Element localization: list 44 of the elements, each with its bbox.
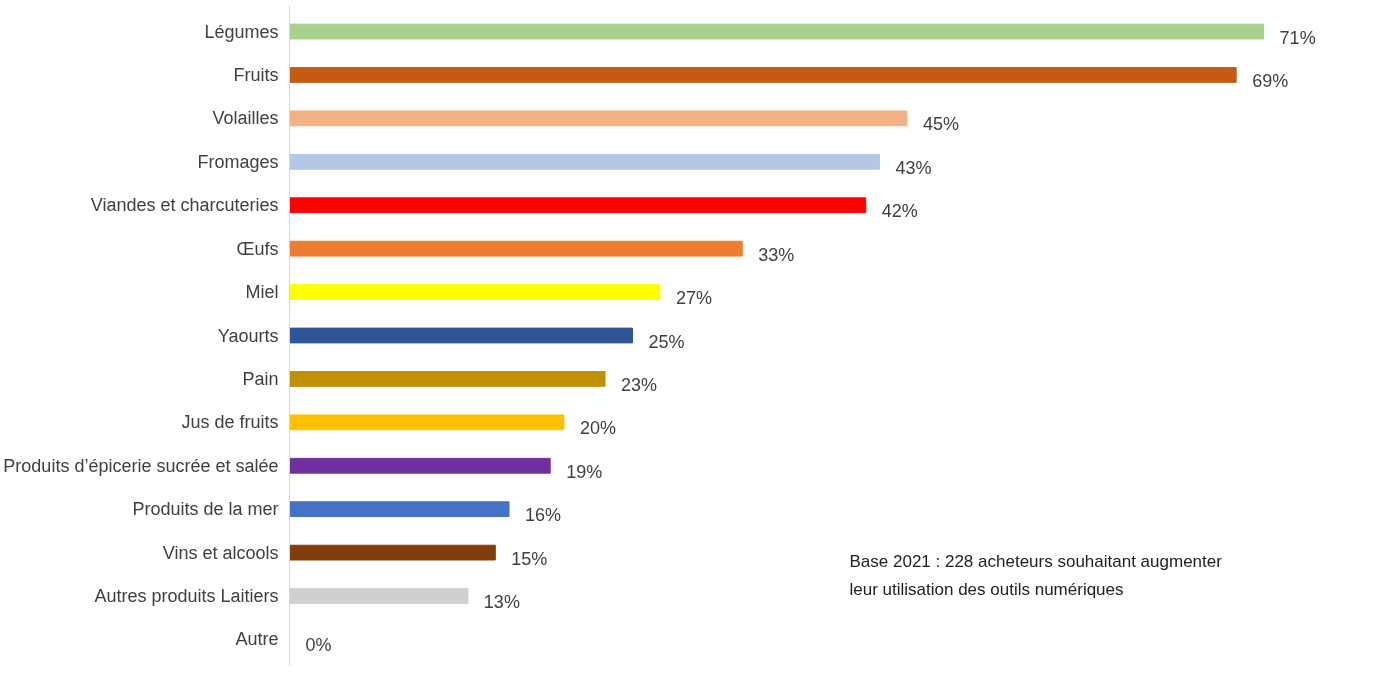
data-label: 33%	[758, 244, 795, 265]
annotation: Base 2021 : 228 acheteurs souhaitant augmenter leur utilisation des outils numériques	[849, 551, 1223, 599]
y-tick-label: Œufs	[236, 238, 279, 259]
bar	[289, 110, 908, 127]
data-label: 16%	[525, 505, 562, 526]
bar	[289, 327, 633, 344]
data-label: 19%	[566, 461, 603, 482]
data-label: 43%	[895, 157, 932, 178]
data-label: 0%	[305, 635, 332, 656]
bar	[289, 501, 510, 518]
y-tick-label: Viandes et charcuteries	[90, 195, 279, 216]
y-tick-label: Fromages	[197, 151, 279, 172]
data-label: 13%	[483, 592, 520, 613]
bar	[289, 153, 880, 170]
y-tick-label: Yaourts	[217, 325, 279, 346]
y-tick-label: Pain	[242, 368, 279, 389]
bar	[289, 23, 1265, 40]
bar	[289, 197, 867, 214]
bar	[289, 67, 1237, 83]
bar	[289, 240, 743, 257]
y-tick-label: Légumes	[204, 21, 279, 42]
data-label: 20%	[579, 418, 616, 439]
y-tick-label: Vins et alcools	[162, 542, 279, 563]
data-label: 45%	[922, 114, 959, 135]
y-tick-label: Miel	[245, 282, 279, 303]
data-label: 27%	[675, 288, 712, 309]
data-label: 42%	[881, 201, 918, 222]
bar	[289, 371, 606, 387]
bar	[289, 544, 496, 561]
bar	[289, 457, 551, 474]
data-label: 71%	[1279, 27, 1316, 48]
y-tick-label: Jus de fruits	[181, 412, 279, 433]
y-tick-label: Volailles	[212, 108, 279, 129]
bar	[289, 414, 565, 431]
data-label: 69%	[1252, 70, 1289, 91]
y-tick-label: Fruits	[233, 64, 279, 85]
data-label: 23%	[621, 374, 658, 395]
y-tick-label: Autre	[235, 629, 279, 650]
y-tick-label: Produits de la mer	[132, 499, 279, 520]
y-tick-label: Autres produits Laitiers	[94, 586, 279, 607]
y-tick-label: Produits d’épicerie sucrée et salée	[3, 455, 279, 476]
data-label: 25%	[648, 331, 685, 352]
data-label: 15%	[511, 548, 548, 569]
bar	[289, 284, 661, 300]
